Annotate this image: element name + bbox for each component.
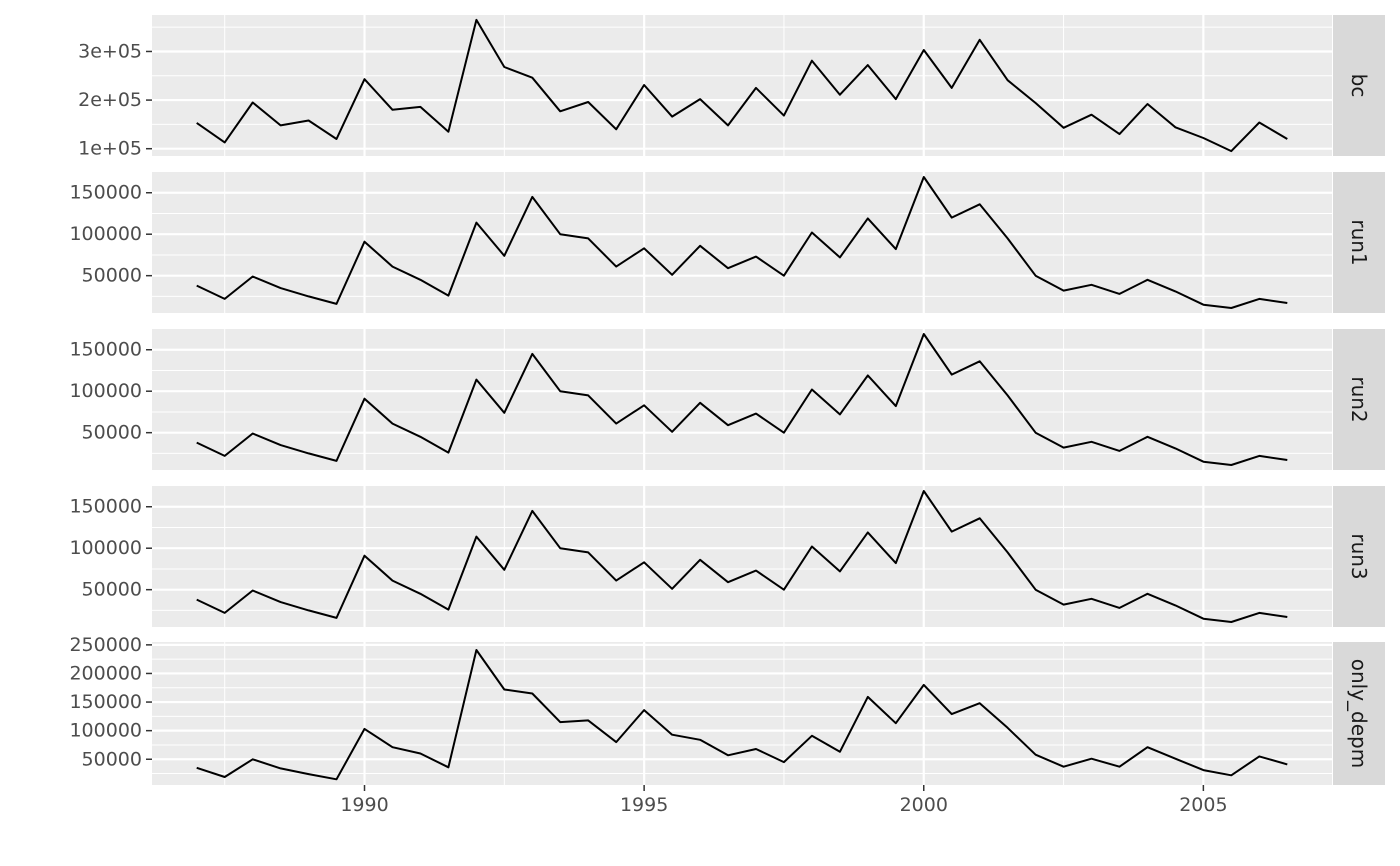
y-tick-label: 2e+05	[78, 89, 142, 111]
x-tick-label: 2000	[900, 794, 948, 816]
panel-run1: 50000 100000 150000 run1	[69, 172, 1385, 313]
y-tick-label: 250000	[69, 634, 142, 656]
strip-background	[1333, 486, 1385, 627]
series-line-run3	[196, 490, 1288, 623]
strip-background	[1333, 642, 1385, 785]
y-tick-label: 1e+05	[78, 138, 142, 160]
x-tick-label: 2005	[1179, 794, 1227, 816]
y-tick-label: 100000	[69, 223, 142, 245]
y-tick-label: 150000	[69, 496, 142, 518]
panel-background	[152, 642, 1332, 785]
panel-background	[152, 15, 1332, 156]
y-tick-label: 150000	[69, 182, 142, 204]
strip-label-bc: bc	[1347, 74, 1371, 98]
x-tick-label: 1995	[620, 794, 668, 816]
y-tick-label: 100000	[69, 380, 142, 402]
y-tick-label: 50000	[82, 579, 142, 601]
y-tick-label: 50000	[82, 422, 142, 444]
y-tick-label: 100000	[69, 537, 142, 559]
panel-background	[152, 172, 1332, 313]
facet-panels: 1e+052e+053e+05bc50000100000150000run150…	[69, 15, 1385, 785]
strip-background	[1333, 329, 1385, 470]
x-tick-label: 1990	[340, 794, 388, 816]
y-tick-label: 50000	[82, 265, 142, 287]
y-tick-label: 3e+05	[78, 40, 142, 62]
y-tick-label: 150000	[69, 339, 142, 361]
panel-run3: 50000 100000 150000 run3	[69, 486, 1385, 627]
series-line-only_depm	[196, 649, 1288, 781]
strip-background	[1333, 15, 1385, 156]
y-tick-label: 200000	[69, 662, 142, 684]
strip-label-run3: run3	[1347, 533, 1371, 579]
y-tick-label: 150000	[69, 691, 142, 713]
panel-only_depm: 50000 100000 150000 200000 250000 only_depm	[69, 634, 1385, 785]
strip-label-only_depm: only_depm	[1347, 659, 1371, 768]
x-axis: 1990 1995 2000 2005	[340, 785, 1228, 816]
panel-run2: 50000 100000 150000 run2	[69, 329, 1385, 470]
panel-background	[152, 329, 1332, 470]
y-tick-label: 50000	[82, 748, 142, 770]
panel-bc: 1e+05 2e+05 3e+05 bc	[78, 15, 1385, 160]
strip-label-run2: run2	[1347, 376, 1371, 422]
strip-label-run1: run1	[1347, 219, 1371, 265]
panel-background	[152, 486, 1332, 627]
series-line-run1	[196, 176, 1288, 309]
series-line-bc	[196, 18, 1288, 153]
y-tick-label: 100000	[69, 720, 142, 742]
series-line-run2	[196, 333, 1288, 466]
strip-background	[1333, 172, 1385, 313]
